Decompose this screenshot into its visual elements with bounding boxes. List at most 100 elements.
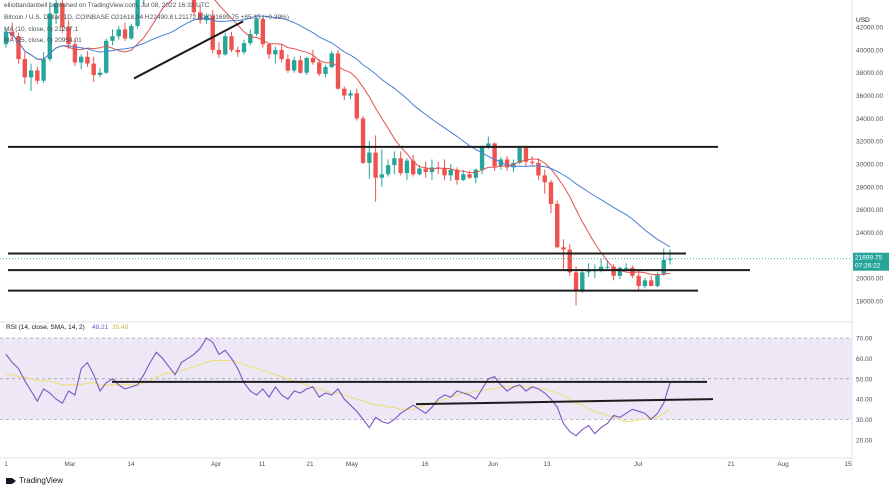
candle-body xyxy=(417,168,422,175)
candle-body xyxy=(517,148,522,163)
candle-body xyxy=(122,29,128,39)
candle-body xyxy=(216,49,222,55)
candle-body xyxy=(348,93,353,96)
candle-body xyxy=(60,3,65,28)
time-tick-label: Aug xyxy=(777,461,789,468)
candle-body xyxy=(273,49,278,55)
ma25-line xyxy=(5,15,671,248)
time-tick-label: 14 xyxy=(127,461,135,468)
candle-body xyxy=(367,152,372,163)
candle-body xyxy=(473,169,479,178)
price-tick-label: 32000.00 xyxy=(856,139,883,146)
candle-body xyxy=(429,167,435,172)
candle-body xyxy=(642,280,648,287)
candle-body xyxy=(492,143,497,167)
candle-body xyxy=(479,146,485,170)
candle-body xyxy=(385,165,391,175)
candle-body xyxy=(667,258,673,260)
candle-body xyxy=(573,272,579,291)
candle-body xyxy=(235,49,240,53)
time-tick-label: Jun xyxy=(488,461,499,468)
rsi-tick-label: 70.00 xyxy=(856,336,873,343)
price-tick-label: 38000.00 xyxy=(856,70,883,77)
rsi-tick-label: 60.00 xyxy=(856,356,873,363)
candle-body xyxy=(298,60,303,73)
candle-body xyxy=(398,158,403,174)
candle-body xyxy=(636,275,641,287)
time-tick-label: 13 xyxy=(543,461,551,468)
price-tick-label: 30000.00 xyxy=(856,162,883,169)
candle-body xyxy=(529,161,535,163)
candle-body xyxy=(655,274,660,287)
candle-body xyxy=(116,29,121,37)
candle-body xyxy=(623,267,629,269)
candle-body xyxy=(97,72,103,76)
candle-body xyxy=(310,57,316,63)
time-tick-label: 21 xyxy=(727,461,735,468)
candle-body xyxy=(392,158,397,166)
rsi-value-label: 48.21 xyxy=(92,324,109,331)
candle-body xyxy=(191,0,197,13)
candle-body xyxy=(467,174,472,178)
candle-body xyxy=(630,267,635,276)
tradingview-logo-text: TradingView xyxy=(19,476,64,485)
candle-body xyxy=(611,266,616,276)
current-price-tag xyxy=(853,252,889,271)
candle-body xyxy=(360,118,366,163)
candle-body xyxy=(254,19,259,34)
tradingview-logo[interactable]: TradingView xyxy=(6,476,63,485)
candle-body xyxy=(649,280,654,287)
candle-body xyxy=(342,88,347,96)
candle-body xyxy=(47,13,53,60)
candle-body xyxy=(598,266,604,271)
symbol-label: Bitcoin / U.S. Dollar, 1D, COINBASE xyxy=(4,14,110,21)
candle-body xyxy=(135,0,140,26)
candle-body xyxy=(53,3,59,14)
candle-body xyxy=(66,27,71,45)
candle-body xyxy=(523,148,529,162)
candle-body xyxy=(448,169,453,176)
price-tick-label: 40000.00 xyxy=(856,47,883,54)
candle-body xyxy=(504,159,510,168)
candle-body xyxy=(210,15,215,50)
candle-body xyxy=(266,44,272,55)
rsi-header-label: RSI (14, close, SMA, 14, 2) xyxy=(6,324,85,331)
candle-body xyxy=(28,70,34,78)
rsi-tick-label: 50.00 xyxy=(856,376,873,383)
tradingview-icon xyxy=(6,477,16,485)
price-tick-label: 24000.00 xyxy=(856,230,883,237)
candle-body xyxy=(404,160,410,174)
candle-body xyxy=(291,60,297,71)
candle-body xyxy=(91,63,96,76)
price-tick-label: 42000.00 xyxy=(856,25,883,32)
candle-body xyxy=(22,59,27,78)
rsi-ma-value-label: 35.48 xyxy=(112,324,129,331)
candle-body xyxy=(323,67,328,74)
time-tick-label: May xyxy=(346,461,359,468)
ohlc-values: O21618.04 H22490.8 L21172.00 C21699.75 xyxy=(110,14,239,21)
time-tick-label: 15 xyxy=(844,461,852,468)
candle-body xyxy=(454,169,460,180)
candle-body xyxy=(605,266,610,268)
candle-body xyxy=(548,182,554,204)
candle-body xyxy=(373,152,378,178)
candle-body xyxy=(110,36,115,41)
candle-body xyxy=(204,15,209,21)
rsi-tick-label: 30.00 xyxy=(856,417,873,424)
ma25-legend: MA (25, close, 0) 20954.01 xyxy=(4,37,82,44)
candle-body xyxy=(260,19,266,45)
candle-body xyxy=(379,174,385,178)
candle-body xyxy=(248,33,253,44)
change-value: +85.15 (+0.39%) xyxy=(240,14,290,21)
candle-body xyxy=(304,57,309,73)
candle-body xyxy=(85,56,90,64)
candle-body xyxy=(35,70,40,81)
candle-body xyxy=(442,168,447,176)
candle-body xyxy=(410,160,416,175)
candle-body xyxy=(555,203,560,248)
candle-body xyxy=(317,62,322,74)
bar-countdown-label: 07:26:22 xyxy=(855,263,881,270)
candle-body xyxy=(279,49,284,60)
candle-body xyxy=(423,168,428,172)
